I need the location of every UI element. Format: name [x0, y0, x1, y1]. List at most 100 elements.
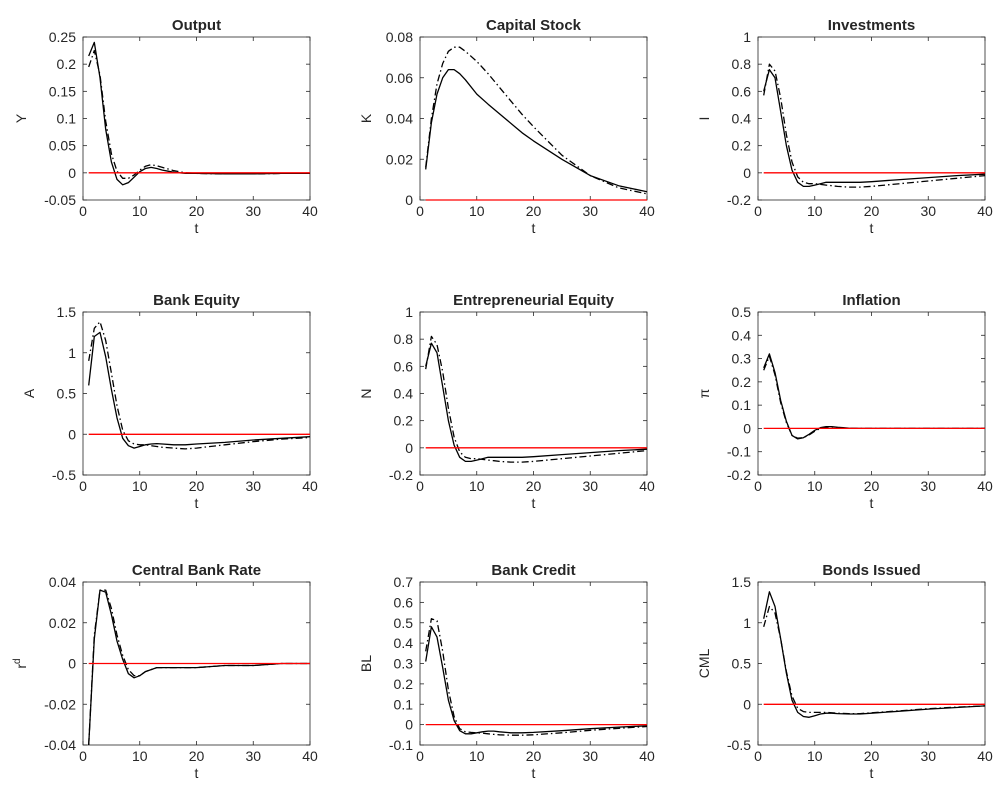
y-tick-label: -0.2 — [389, 467, 413, 483]
y-tick-label: 1 — [743, 615, 751, 631]
x-axis-label: t — [870, 220, 874, 236]
x-tick-label: 40 — [977, 203, 993, 219]
x-tick-label: 30 — [920, 203, 936, 219]
series-line-dashdot — [763, 63, 986, 188]
y-tick-label: 1 — [405, 304, 413, 320]
x-tick-label: 40 — [639, 203, 655, 219]
x-tick-label: 20 — [864, 478, 880, 494]
x-tick-label: 20 — [526, 748, 542, 764]
y-tick-label: 0.4 — [732, 111, 752, 127]
series-line-solid — [88, 331, 311, 449]
x-tick-label: 0 — [416, 748, 424, 764]
x-axis-label: t — [195, 495, 199, 511]
plot-area — [419, 581, 648, 746]
x-tick-label: 0 — [416, 203, 424, 219]
y-axis-label-superscript: d — [12, 658, 23, 664]
y-tick-label: 0.1 — [57, 111, 77, 127]
x-tick-label: 30 — [245, 478, 261, 494]
y-tick-label: 0 — [68, 165, 76, 181]
series-line-solid — [425, 68, 648, 193]
y-tick-label: 0.6 — [394, 594, 414, 610]
x-axis-label: t — [195, 765, 199, 781]
y-tick-label: 1.5 — [57, 304, 77, 320]
x-tick-label: 20 — [526, 203, 542, 219]
series-line-solid — [425, 342, 648, 463]
series-line-dashdot — [88, 49, 310, 179]
y-tick-label: 0 — [405, 192, 413, 208]
panel-title: Entrepreneurial Equity — [453, 292, 615, 309]
x-axis-label: t — [532, 220, 536, 236]
y-tick-label: 0.5 — [394, 615, 414, 631]
x-tick-label: 20 — [189, 478, 205, 494]
x-axis-label: t — [532, 765, 536, 781]
y-axis-label-text: CML — [696, 649, 712, 679]
x-tick-label: 10 — [807, 748, 823, 764]
y-tick-label: 0.3 — [394, 656, 414, 672]
x-axis-label: t — [870, 495, 874, 511]
y-tick-label: 0.8 — [394, 331, 414, 347]
y-tick-label: 0 — [405, 440, 413, 456]
series-line-solid — [425, 626, 648, 735]
y-tick-label: 0.02 — [386, 151, 413, 167]
panel-output: 0 10 20 30 40-0.0500.050.10.150.20.25Outputt… — [13, 17, 318, 236]
x-tick-label: 20 — [189, 203, 205, 219]
x-tick-label: 10 — [132, 203, 148, 219]
series-line-dashdot — [425, 618, 648, 736]
y-axis-label: K — [358, 113, 374, 123]
y-tick-label: 0.2 — [394, 413, 414, 429]
x-tick-label: 10 — [807, 203, 823, 219]
y-tick-label: 0.2 — [394, 676, 414, 692]
y-tick-label: 0 — [743, 420, 751, 436]
y-tick-label: 0.8 — [732, 56, 752, 72]
panel-title: Output — [172, 17, 221, 34]
panel-capital-stock: 0 10 20 30 40 0 0.02 0.04 0.06 0.08 Capital Stock t… — [358, 17, 655, 236]
series-line-dashdot — [88, 589, 310, 746]
y-tick-label: 0.4 — [394, 635, 414, 651]
x-tick-label: 40 — [977, 748, 993, 764]
x-tick-label: 10 — [132, 478, 148, 494]
y-axis-label: π — [696, 388, 712, 398]
y-tick-label: 0.4 — [732, 327, 752, 343]
y-tick-label: 0.08 — [386, 29, 413, 45]
x-axis-label: t — [870, 765, 874, 781]
x-tick-label: 10 — [469, 203, 485, 219]
panel-title: Bank Equity — [153, 292, 240, 309]
x-tick-label: 30 — [920, 748, 936, 764]
y-axis-label: CML — [696, 649, 712, 679]
y-tick-label: 0.6 — [394, 358, 414, 374]
y-tick-label: -0.1 — [389, 737, 413, 753]
x-axis-label: t — [195, 220, 199, 236]
y-tick-label: -0.5 — [727, 737, 751, 753]
y-axis-label: N — [358, 388, 374, 398]
series-line-dashdot — [425, 46, 648, 195]
x-tick-label: 40 — [977, 478, 993, 494]
y-tick-label: 0.4 — [394, 386, 414, 402]
panel-title: Capital Stock — [486, 17, 582, 34]
x-axis-label: t — [532, 495, 536, 511]
y-tick-label: -0.1 — [727, 444, 751, 460]
y-tick-label: 0.1 — [394, 696, 414, 712]
y-axis-label-text: Y — [13, 113, 29, 123]
x-tick-label: 0 — [754, 748, 762, 764]
series-line-solid — [763, 68, 986, 188]
x-tick-label: 30 — [920, 478, 936, 494]
x-tick-label: 10 — [132, 748, 148, 764]
y-tick-label: -0.2 — [727, 192, 751, 208]
x-tick-label: 0 — [79, 748, 87, 764]
series-line-dashdot — [763, 605, 986, 715]
y-tick-label: -0.05 — [44, 192, 76, 208]
panel-title: Inflation — [842, 292, 900, 309]
y-tick-label: 0.15 — [49, 83, 76, 99]
plot-area — [82, 311, 311, 476]
y-axis-label-text: BL — [358, 655, 374, 672]
y-tick-label: 1 — [743, 29, 751, 45]
series-line-dashdot — [425, 335, 648, 463]
x-tick-label: 20 — [864, 748, 880, 764]
x-tick-label: 20 — [526, 478, 542, 494]
x-tick-label: 40 — [639, 748, 655, 764]
y-axis-label: BL — [358, 655, 374, 672]
panel-title: Investments — [828, 17, 916, 34]
y-tick-label: 0.3 — [732, 351, 752, 367]
